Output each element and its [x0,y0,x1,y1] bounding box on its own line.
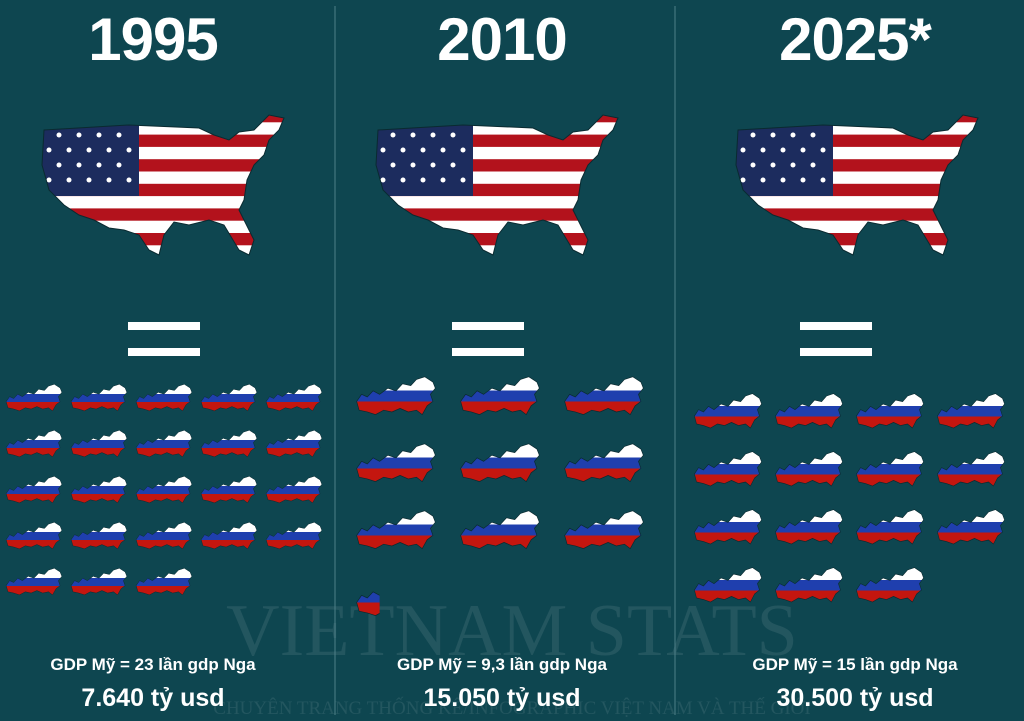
equals-bar [452,322,524,330]
comparison-text: GDP Mỹ = 15 lần gdp Nga [752,655,958,674]
gdp-value: 30.500 tỷ usd [776,684,933,712]
gdp-value: 7.640 tỷ usd [81,684,224,712]
equals-bar [452,348,524,356]
comparison-text: GDP Mỹ = 9,3 lần gdp Nga [397,655,607,674]
year-title: 2010 [437,6,566,73]
equals-bar [800,322,872,330]
year-title: 1995 [88,6,217,73]
equals-bar [128,348,200,356]
equals-bar [128,322,200,330]
comparison-text: GDP Mỹ = 23 lần gdp Nga [50,655,256,674]
year-title: 2025* [779,6,932,73]
watermark-subtitle: CHUYÊN TRANG THỐNG KÊ/INFOGRAPHIC VIỆT N… [213,697,810,719]
watermark-title: VIETNAM STATS [226,590,798,672]
gdp-value: 15.050 tỷ usd [423,684,580,712]
equals-bar [800,348,872,356]
